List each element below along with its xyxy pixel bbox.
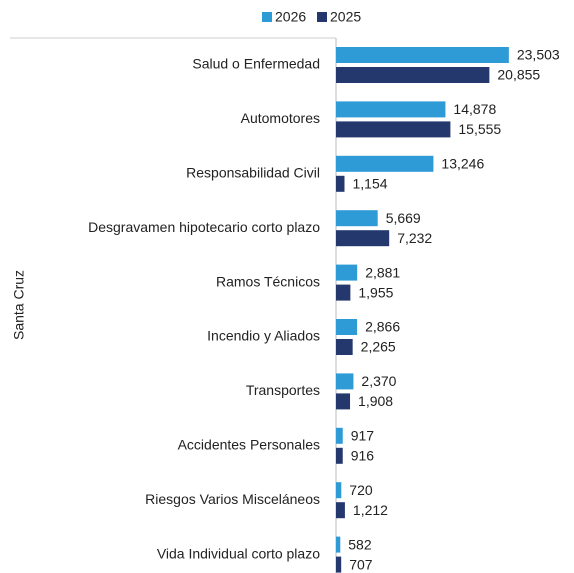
value-label: 15,555 (458, 121, 501, 137)
category-label: Ramos Técnicos (216, 273, 320, 289)
y-axis-label: Santa Cruz (11, 270, 27, 340)
value-label: 5,669 (386, 210, 421, 226)
value-label: 1,955 (358, 284, 393, 300)
legend-label: 2026 (275, 9, 306, 25)
bar (336, 210, 378, 227)
value-label: 582 (348, 536, 372, 552)
value-label: 707 (349, 556, 373, 572)
value-label: 720 (349, 482, 373, 498)
value-label: 2,866 (365, 319, 400, 335)
value-label: 2,370 (361, 373, 396, 389)
value-label: 13,246 (441, 156, 484, 172)
bar (336, 121, 451, 138)
bar (336, 482, 342, 499)
legend-label: 2025 (330, 9, 361, 25)
bar (336, 393, 351, 410)
bar (336, 502, 345, 519)
category-label: Incendio y Aliados (207, 328, 320, 344)
bar (336, 339, 353, 355)
category-label: Vida Individual corto plazo (157, 545, 320, 561)
bar (336, 427, 343, 444)
value-label: 23,503 (517, 47, 560, 63)
category-label: Desgravamen hipotecario corto plazo (88, 219, 320, 235)
value-label: 14,878 (453, 101, 496, 117)
bar (336, 47, 509, 63)
category-label: Automotores (241, 110, 320, 126)
bar (336, 67, 490, 83)
category-label: Transportes (246, 382, 320, 398)
category-label: Responsabilidad Civil (186, 165, 320, 181)
legend-swatch (262, 12, 272, 22)
value-label: 2,265 (361, 339, 396, 355)
value-label: 2,881 (365, 264, 400, 280)
bar (336, 175, 345, 192)
legend-swatch (317, 12, 327, 22)
bar (336, 536, 341, 553)
bar (336, 101, 446, 118)
value-label: 1,212 (353, 502, 388, 518)
bar (336, 230, 390, 247)
value-label: 20,855 (497, 67, 540, 83)
bar (336, 319, 358, 335)
bar (336, 556, 342, 573)
bar (336, 373, 354, 390)
bar (336, 447, 343, 464)
category-label: Accidentes Personales (178, 437, 320, 453)
value-label: 7,232 (397, 230, 432, 246)
value-label: 916 (351, 448, 375, 464)
bar (336, 155, 434, 172)
value-label: 1,908 (358, 393, 393, 409)
category-label: Salud o Enfermedad (192, 56, 320, 72)
bar (336, 284, 351, 301)
bar (336, 264, 358, 281)
value-label: 1,154 (352, 176, 387, 192)
category-label: Riesgos Varios Misceláneos (145, 491, 320, 507)
value-label: 917 (351, 428, 375, 444)
